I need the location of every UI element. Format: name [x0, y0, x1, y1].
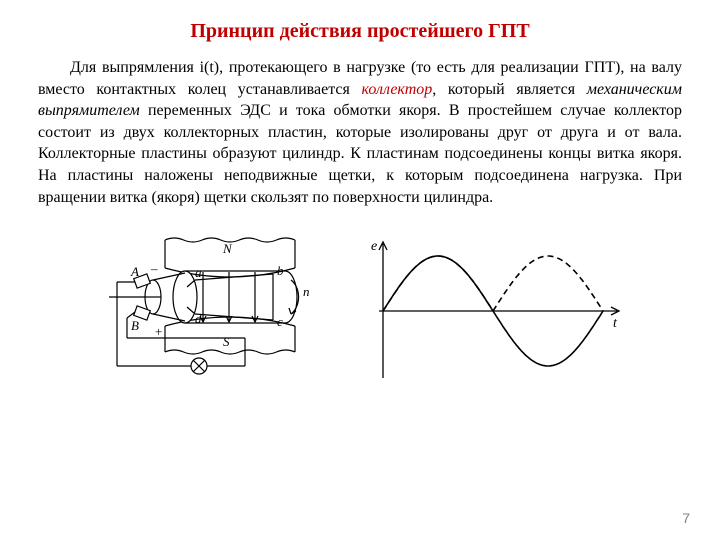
- emf-chart: et: [365, 236, 625, 386]
- svg-text:c: c: [277, 314, 283, 329]
- svg-text:A: A: [130, 264, 139, 279]
- svg-text:d: d: [195, 311, 202, 326]
- page-number: 7: [682, 510, 690, 526]
- svg-text:–: –: [150, 261, 158, 276]
- page-title: Принцип действия простейшего ГПТ: [38, 20, 682, 43]
- svg-text:a: a: [195, 265, 202, 280]
- svg-text:n: n: [303, 284, 310, 299]
- svg-text:N: N: [222, 241, 233, 256]
- generator-diagram: N S A Ba b c d n + –: [95, 226, 325, 396]
- para-highlight: коллектор: [361, 81, 432, 98]
- main-paragraph: Для выпрямления i(t), протекающего в наг…: [38, 57, 682, 208]
- svg-text:t: t: [613, 316, 618, 331]
- svg-text:e: e: [371, 239, 377, 254]
- para-mid: , который является: [432, 81, 587, 98]
- svg-text:S: S: [223, 334, 230, 349]
- svg-text:+: +: [155, 324, 162, 339]
- svg-text:B: B: [131, 318, 139, 333]
- svg-text:b: b: [277, 263, 284, 278]
